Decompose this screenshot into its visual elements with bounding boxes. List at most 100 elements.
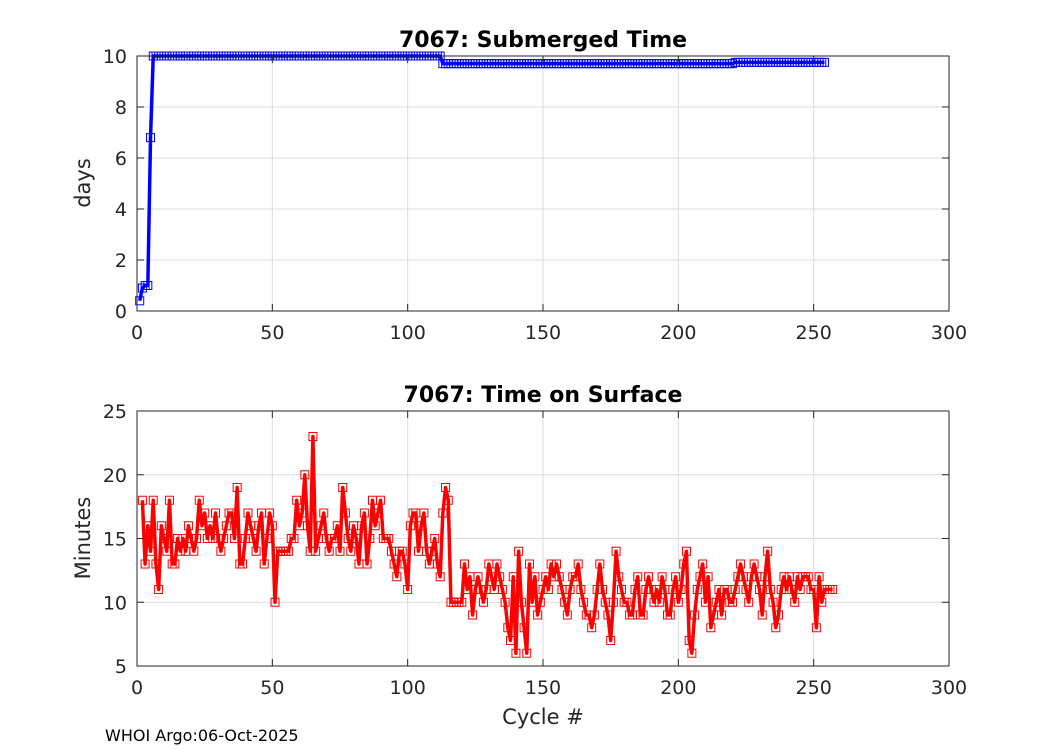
data-point	[692, 585, 702, 594]
data-point	[671, 572, 681, 582]
data-point	[768, 597, 778, 607]
data-point	[676, 585, 686, 594]
data-point	[251, 546, 261, 556]
data-point	[146, 546, 156, 556]
data-point	[192, 534, 202, 543]
data-point	[757, 610, 767, 620]
data-point	[254, 521, 264, 531]
data-point	[229, 534, 239, 543]
data-point	[492, 559, 502, 569]
data-point	[690, 610, 700, 620]
data-point	[511, 648, 521, 658]
data-point	[514, 546, 524, 556]
data-point	[289, 534, 299, 543]
x-tick-label: 300	[931, 677, 967, 699]
data-point	[552, 559, 562, 569]
data-point	[297, 508, 307, 518]
data-point	[646, 585, 656, 594]
data-point	[416, 521, 426, 531]
data-point	[143, 521, 153, 531]
data-point	[611, 546, 621, 556]
y-tick-label: 4	[115, 199, 127, 221]
data-point	[795, 585, 805, 594]
data-point	[400, 559, 410, 569]
data-point	[516, 597, 526, 607]
data-point	[473, 572, 483, 582]
data-point	[405, 521, 415, 531]
data-point	[817, 597, 827, 607]
data-point	[771, 623, 781, 633]
data-point	[265, 508, 275, 518]
data-point	[649, 597, 659, 607]
data-point	[376, 495, 386, 505]
data-point	[530, 572, 540, 582]
data-point	[684, 636, 694, 645]
data-point	[384, 534, 394, 543]
data-point	[638, 610, 648, 620]
data-point	[468, 610, 478, 620]
data-point	[495, 572, 505, 582]
data-point	[506, 636, 516, 645]
data-point	[335, 546, 345, 556]
data-point	[673, 597, 683, 607]
data-point	[584, 610, 594, 620]
data-point	[755, 585, 765, 594]
data-point	[300, 470, 310, 480]
y-tick-label: 0	[115, 301, 127, 323]
data-point	[210, 508, 220, 518]
data-point	[503, 623, 513, 633]
data-point	[324, 546, 334, 556]
data-point	[308, 432, 318, 441]
data-point	[162, 546, 172, 556]
data-point	[430, 534, 440, 543]
data-point	[524, 559, 534, 569]
data-point	[570, 572, 580, 582]
data-point	[148, 495, 158, 505]
x-tick-label: 50	[260, 677, 284, 699]
data-point	[706, 623, 716, 633]
data-point	[790, 597, 800, 607]
data-point	[727, 597, 737, 607]
data-point	[811, 623, 821, 633]
data-point	[221, 521, 231, 531]
data-point	[497, 585, 507, 594]
data-point	[592, 585, 602, 594]
data-point	[175, 546, 185, 556]
data-point	[679, 559, 689, 569]
data-point	[373, 508, 383, 518]
data-point	[476, 585, 486, 594]
data-point	[803, 572, 813, 582]
data-point	[560, 597, 570, 607]
data-point	[332, 521, 342, 531]
data-point	[389, 559, 399, 569]
data-point	[741, 585, 751, 594]
data-point	[351, 534, 361, 543]
data-point	[357, 521, 367, 531]
data-point	[432, 559, 442, 569]
data-point	[259, 559, 269, 569]
data-point	[208, 534, 218, 543]
data-point	[338, 483, 348, 492]
data-point	[519, 623, 529, 633]
data-point	[603, 610, 613, 620]
data-point	[736, 559, 746, 569]
y-tick-label: 2	[115, 250, 127, 272]
data-point	[587, 623, 597, 633]
x-tick-label: 250	[796, 677, 832, 699]
data-point	[809, 585, 819, 594]
y-axis-label-days: days	[71, 158, 95, 208]
data-point	[270, 597, 280, 607]
data-point	[533, 610, 543, 620]
data-point	[311, 546, 321, 556]
data-point	[305, 546, 315, 556]
data-point	[641, 585, 651, 594]
data-point	[135, 296, 145, 306]
grid-lines	[137, 56, 949, 311]
data-point	[819, 57, 829, 67]
data-point	[763, 546, 773, 556]
data-point	[549, 572, 559, 582]
tick-marks: 0 50 100 150 200 250 300 5 10 15 20 25	[103, 401, 967, 699]
x-tick-label: 250	[796, 322, 832, 344]
x-tick-label: 0	[131, 677, 143, 699]
